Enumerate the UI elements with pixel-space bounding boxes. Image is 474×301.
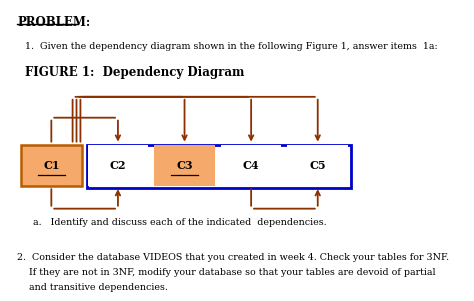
Bar	[154, 144, 215, 186]
Bar	[221, 144, 282, 186]
Text: If they are not in 3NF, modify your database so that your tables are devoid of p: If they are not in 3NF, modify your data…	[17, 268, 436, 277]
Text: C5: C5	[310, 160, 326, 171]
Text: 2.  Consider the database VIDEOS that you created in week 4. Check your tables f: 2. Consider the database VIDEOS that you…	[17, 253, 449, 262]
Text: PROBLEM:: PROBLEM:	[17, 16, 91, 29]
Bar	[88, 144, 148, 186]
Text: and transitive dependencies.: and transitive dependencies.	[17, 283, 168, 292]
Text: C2: C2	[109, 160, 126, 171]
Text: 1.  Given the dependency diagram shown in the following Figure 1, answer items  : 1. Given the dependency diagram shown in…	[25, 42, 438, 51]
Bar	[21, 144, 82, 186]
Bar	[287, 144, 348, 186]
Text: C1: C1	[43, 160, 60, 171]
Bar	[87, 144, 351, 188]
Text: a.   Identify and discuss each of the indicated  dependencies.: a. Identify and discuss each of the indi…	[33, 218, 327, 227]
Text: C3: C3	[176, 160, 193, 171]
Text: FIGURE 1:  Dependency Diagram: FIGURE 1: Dependency Diagram	[25, 66, 244, 79]
Text: C4: C4	[243, 160, 259, 171]
